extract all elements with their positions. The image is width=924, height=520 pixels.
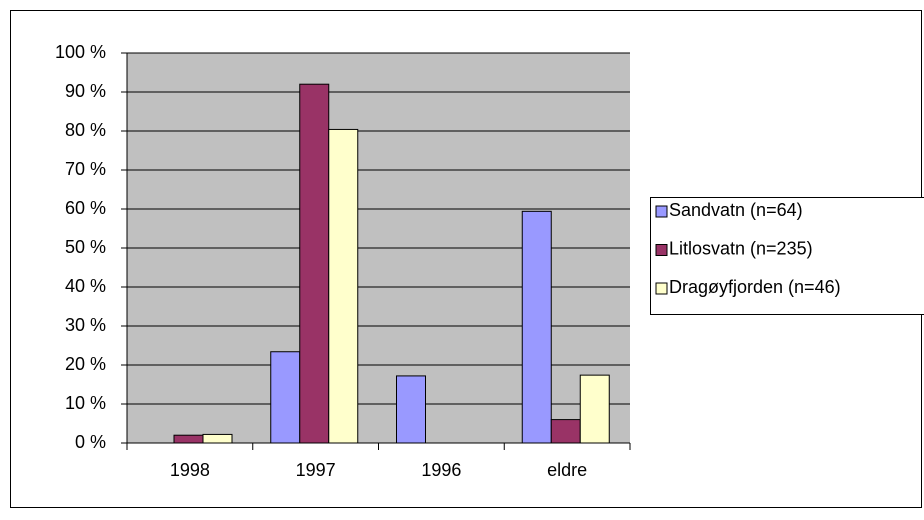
x-tick-label: 1998 [170, 460, 210, 480]
y-tick-label: 10 % [65, 393, 106, 413]
bar [299, 83, 330, 444]
bar [173, 434, 204, 444]
y-tick-label: 60 % [65, 198, 106, 218]
x-tick-label: eldre [547, 460, 587, 480]
y-tick-label: 90 % [65, 81, 106, 101]
y-tick-label: 80 % [65, 120, 106, 140]
bar [202, 433, 233, 444]
bar [270, 351, 301, 444]
y-tick-label: 30 % [65, 315, 106, 335]
bar [328, 128, 359, 444]
legend-swatch [655, 244, 668, 256]
x-tick-label: 1996 [421, 460, 461, 480]
y-tick-label: 70 % [65, 159, 106, 179]
x-tick-label: 1997 [296, 460, 336, 480]
y-tick-label: 50 % [65, 237, 106, 257]
y-tick-label: 0 % [75, 432, 106, 452]
y-tick-label: 40 % [65, 276, 106, 296]
legend-box [650, 197, 924, 315]
legend-label: Sandvatn (n=64) [669, 200, 803, 220]
bar [396, 375, 426, 444]
legend-label: Dragøyfjorden (n=46) [669, 277, 841, 297]
bar [550, 419, 581, 444]
bar [579, 374, 610, 444]
legend-swatch [655, 282, 668, 295]
legend-label: Litlosvatn (n=235) [669, 238, 813, 258]
bar [521, 210, 552, 444]
y-tick-label: 20 % [65, 354, 106, 374]
legend-swatch [655, 205, 668, 218]
y-tick-label: 100 % [55, 42, 106, 62]
